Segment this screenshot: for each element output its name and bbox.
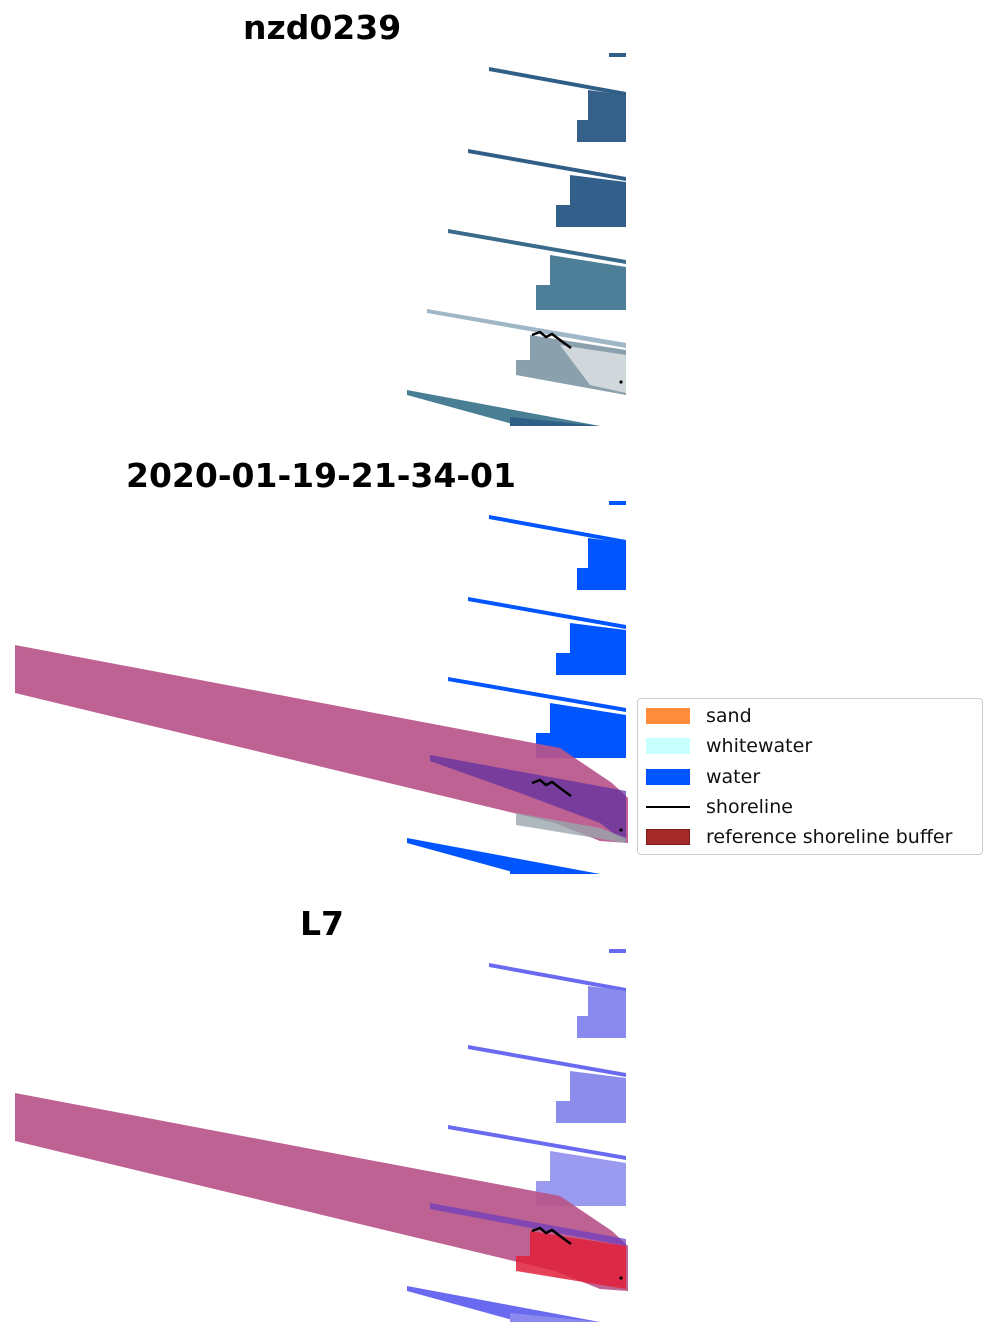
legend-swatch-water [646, 769, 690, 785]
legend-item-whitewater: whitewater [646, 735, 976, 757]
legend-label: shoreline [706, 796, 793, 818]
panel-title-rgb: nzd0239 [243, 8, 402, 47]
legend-swatch-whitewater [646, 738, 690, 754]
legend-item-water: water [646, 766, 976, 788]
classified-image-panel [15, 501, 628, 874]
legend-item-sand: sand [646, 705, 976, 727]
shoreline-line [531, 778, 572, 798]
rgb-patch-under-buffer [516, 813, 626, 843]
shoreline-point [619, 1276, 623, 1280]
legend-swatch-reference-buffer [646, 829, 690, 845]
reference-shoreline-buffer [15, 645, 628, 843]
panel-title-index: L7 [300, 904, 344, 943]
index-over-buffer [430, 1203, 626, 1246]
index-image-panel [15, 949, 628, 1322]
water-over-buffer [430, 755, 626, 843]
shoreline-point [619, 828, 623, 832]
red-index-patch [516, 1231, 626, 1289]
water-class-strips [407, 501, 626, 874]
legend-label: whitewater [706, 735, 813, 757]
shoreline-line [531, 1226, 572, 1246]
legend-item-reference-buffer: reference shoreline buffer [646, 826, 976, 848]
legend-label: reference shoreline buffer [706, 826, 953, 848]
legend-line-shoreline [646, 806, 690, 808]
legend-label: sand [706, 705, 752, 727]
legend-swatch-sand [646, 708, 690, 724]
rgb-image-strips [407, 53, 626, 426]
reference-shoreline-buffer [15, 1093, 628, 1291]
shoreline-line [531, 330, 572, 350]
legend-label: water [706, 766, 761, 788]
shoreline-point [619, 380, 623, 384]
legend-item-shoreline: shoreline [646, 796, 976, 818]
index-strips [407, 949, 626, 1322]
panel-title-classified: 2020-01-19-21-34-01 [126, 456, 516, 495]
legend: sand whitewater water shoreline referenc… [637, 698, 983, 855]
rgb-image-panel [407, 53, 626, 426]
